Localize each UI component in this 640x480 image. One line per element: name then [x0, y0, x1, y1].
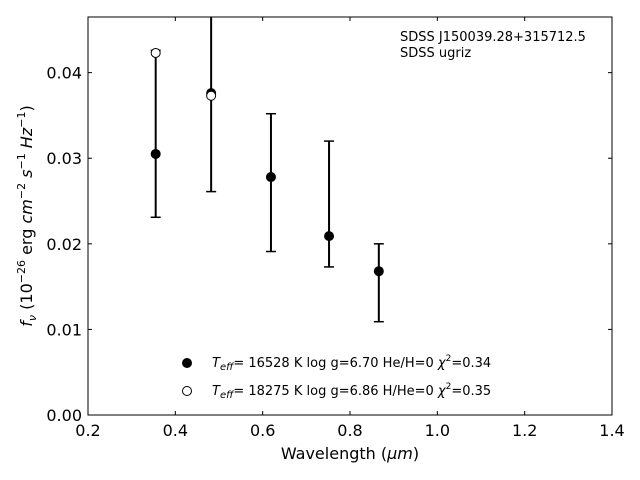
legend-marker-filled	[182, 358, 192, 368]
model-point-filled	[373, 266, 384, 277]
data-markers	[150, 47, 384, 277]
annotation-filters: SDSS ugriz	[400, 46, 471, 61]
model-point-filled	[150, 148, 161, 159]
x-tick-label: 1.0	[425, 421, 450, 440]
y-tick-label: 0.02	[46, 235, 82, 254]
y-tick-label: 0.03	[46, 149, 82, 168]
model-point-open	[206, 90, 217, 101]
legend-marker-open	[182, 386, 192, 396]
x-tick-label: 0.4	[163, 421, 188, 440]
x-tick-label: 0.2	[75, 421, 100, 440]
legend: Teff= 16528 K log g=6.70 He/H=0 χ2=0.34 …	[182, 354, 491, 401]
legend-entry-2: Teff= 18275 K log g=6.86 H/He=0 χ2=0.35	[212, 382, 491, 401]
model-point-filled	[324, 231, 335, 242]
x-axis-title: Wavelength (μm)	[281, 444, 419, 463]
x-tick-label: 1.2	[512, 421, 537, 440]
y-axis-title: fν (10−26 erg cm−2 s−1 Hz−1)	[15, 105, 39, 326]
y-axis: 0.00 0.01 0.02 0.03 0.04	[46, 64, 612, 425]
x-tick-label: 0.8	[337, 421, 362, 440]
annotation-object: SDSS J150039.28+315712.5	[400, 30, 586, 45]
model-point-filled	[265, 172, 276, 183]
model-point-open	[150, 47, 161, 58]
y-tick-label: 0.01	[46, 320, 82, 339]
legend-entry-1: Teff= 16528 K log g=6.70 He/H=0 χ2=0.34	[212, 354, 491, 373]
y-tick-label: 0.04	[46, 64, 82, 83]
x-tick-label: 1.4	[599, 421, 624, 440]
x-axis: 0.2 0.4 0.6 0.8 1.0 1.2 1.4	[75, 17, 625, 440]
x-tick-label: 0.6	[250, 421, 275, 440]
error-bars	[150, 17, 384, 323]
y-tick-label: 0.00	[46, 406, 82, 425]
